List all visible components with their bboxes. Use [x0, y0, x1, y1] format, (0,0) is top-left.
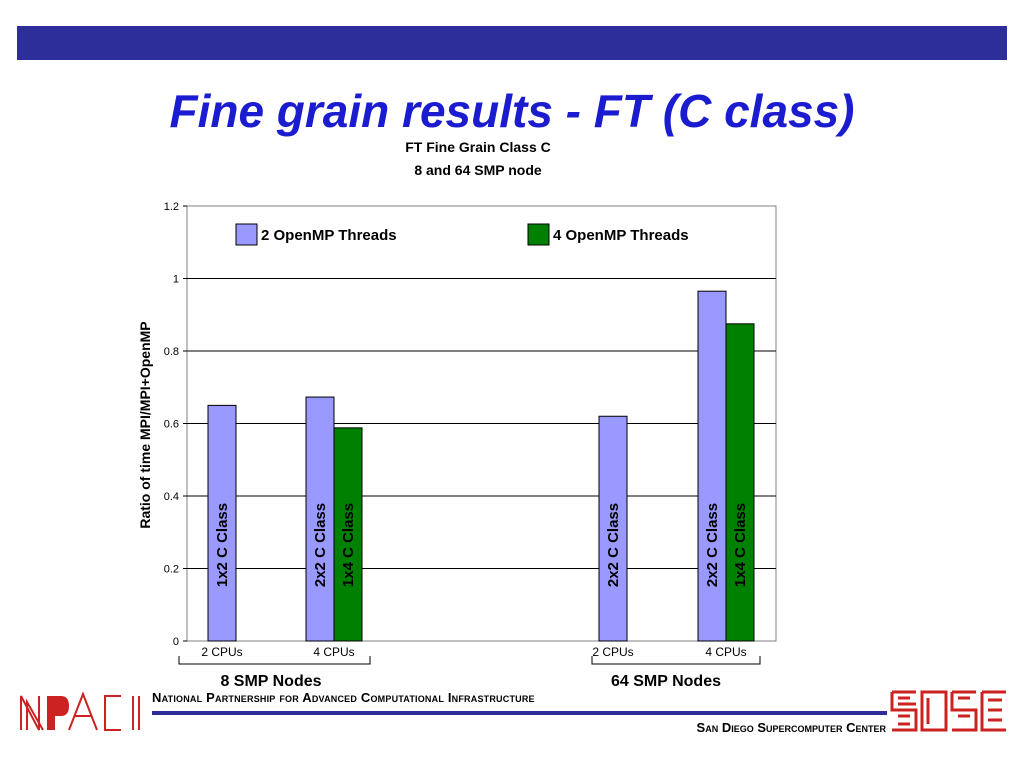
cpu-label: 2 CPUs	[592, 645, 633, 659]
cpu-label: 4 CPUs	[705, 645, 746, 659]
bar	[725, 323, 755, 642]
bar-label: 2x2 C Class	[605, 503, 622, 587]
y-tick-label: 0	[173, 636, 179, 648]
legend-label: 4 OpenMP Threads	[553, 227, 689, 244]
legend: 2 OpenMP Threads 4 OpenMP Threads	[235, 223, 689, 246]
org-name: National Partnership for Advanced Comput…	[152, 690, 535, 705]
npaci-logo	[20, 691, 140, 731]
cpu-label: 4 CPUs	[313, 645, 354, 659]
center-name: San Diego Supercomputer Center	[696, 720, 886, 735]
bars: 1x2 C Class 2x2 C Class 1x4 C Class 2x2 C C…	[207, 290, 755, 642]
gridlines	[187, 278, 776, 569]
y-axis-label: Ratio of time MPI/MPI+OpenMP	[137, 321, 153, 528]
group-label: 64 SMP Nodes	[611, 673, 721, 690]
group-bracket	[178, 656, 371, 665]
y-tick-label: 1.2	[164, 201, 179, 213]
bar	[207, 404, 237, 642]
slide-title: Fine grain results - FT (C class)	[169, 85, 855, 137]
y-tick-label: 0.2	[164, 564, 179, 576]
bar	[697, 290, 727, 642]
chart: FT Fine Grain Class C 8 and 64 SMP node …	[137, 139, 777, 690]
bar-label: 2x2 C Class	[704, 503, 721, 587]
bar-label: 1x2 C Class	[214, 503, 231, 587]
y-tick-label: 0.6	[164, 419, 179, 431]
x-axis-labels: 2 CPUs 4 CPUs 8 SMP Nodes 2 CPUs 4 CPUs 64 SM…	[178, 645, 761, 690]
bar-label: 2x2 C Class	[312, 503, 329, 587]
y-tick-label: 0.8	[164, 346, 179, 358]
footer-rule	[152, 711, 887, 715]
y-axis-ticks: 0 0.2 0.4 0.6 0.8 1 1.2	[164, 201, 187, 648]
sdsc-logo	[890, 690, 1006, 732]
legend-swatch	[527, 223, 550, 246]
group-label: 8 SMP Nodes	[220, 673, 321, 690]
bar-label: 1x4 C Class	[732, 503, 749, 587]
y-tick-label: 1	[173, 274, 179, 286]
bar	[598, 415, 628, 642]
y-tick-label: 0.4	[164, 491, 179, 503]
cpu-label: 2 CPUs	[201, 645, 242, 659]
chart-title-line-1: FT Fine Grain Class C	[405, 139, 550, 155]
bar	[305, 396, 335, 642]
legend-swatch	[235, 223, 258, 246]
bar-label: 1x4 C Class	[340, 503, 357, 587]
chart-title-line-2: 8 and 64 SMP node	[414, 162, 542, 178]
header-bar	[17, 26, 1007, 60]
bar	[333, 427, 363, 642]
group-bracket	[591, 656, 761, 665]
legend-label: 2 OpenMP Threads	[261, 227, 397, 244]
